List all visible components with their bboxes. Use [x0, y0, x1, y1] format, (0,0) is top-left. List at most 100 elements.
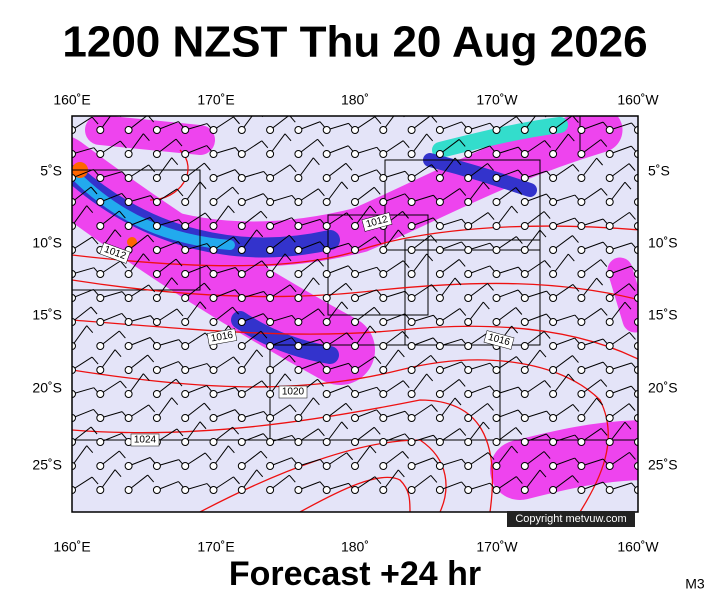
station	[322, 390, 331, 398]
barb-feather	[543, 211, 551, 219]
isobar-label-text: 1016	[210, 330, 234, 345]
barb-shaft	[411, 355, 432, 371]
barb-feather	[459, 428, 467, 436]
barb-shaft	[128, 116, 148, 131]
station	[322, 294, 331, 302]
station	[520, 366, 529, 374]
barb-feather	[175, 378, 183, 387]
barb-feather	[148, 164, 156, 173]
barb-feather	[317, 308, 325, 317]
station	[379, 270, 388, 278]
barb-shaft	[354, 306, 375, 323]
barb-feather	[511, 325, 519, 334]
station	[435, 126, 444, 134]
barb-shaft	[411, 116, 431, 131]
lon-label-top: 170˚W	[476, 92, 518, 108]
barb-shaft	[72, 186, 92, 203]
barb-shaft	[552, 133, 569, 155]
station	[577, 318, 586, 326]
map-frame	[71, 115, 639, 513]
station	[294, 438, 303, 446]
station	[605, 318, 614, 326]
station	[407, 294, 416, 302]
station	[435, 462, 444, 470]
barb-feather	[227, 205, 235, 214]
barb-feather	[402, 260, 410, 268]
station	[351, 174, 359, 182]
isobar-label-box	[99, 242, 131, 264]
barb-feather	[629, 212, 636, 220]
station	[577, 198, 586, 206]
station	[72, 486, 76, 494]
station	[152, 150, 161, 158]
barb-shaft	[467, 163, 488, 179]
barb-feather	[114, 349, 122, 358]
barb-feather	[426, 133, 434, 142]
station	[520, 150, 529, 158]
station	[96, 126, 105, 134]
map-area	[72, 116, 638, 512]
station	[96, 294, 105, 302]
barb-feather	[402, 331, 409, 339]
barb-feather	[118, 330, 126, 339]
station	[634, 438, 638, 446]
station	[605, 246, 614, 254]
station	[72, 198, 76, 206]
barb-feather	[91, 356, 99, 365]
barb-feather	[233, 116, 240, 125]
station	[124, 198, 133, 206]
barb-shaft	[637, 489, 638, 490]
station	[379, 318, 388, 326]
barb-shaft	[439, 379, 460, 395]
barb-shaft	[99, 450, 120, 467]
barb-feather	[515, 427, 523, 435]
station	[72, 270, 76, 278]
station	[492, 294, 501, 302]
station	[492, 270, 501, 278]
barb-feather	[402, 380, 410, 388]
station	[577, 222, 586, 230]
barb-shaft	[99, 349, 116, 371]
station	[351, 342, 359, 350]
station	[266, 246, 275, 254]
barb-feather	[511, 205, 519, 214]
lon-label-bottom: 170˚W	[476, 539, 518, 555]
barb-shaft	[184, 181, 201, 203]
barb-feather	[284, 133, 292, 142]
barb-feather	[317, 258, 324, 267]
barb-feather	[374, 116, 382, 125]
isobar-label: 1024	[130, 433, 160, 447]
barb-shaft	[609, 163, 630, 179]
station	[549, 222, 558, 230]
station	[407, 342, 416, 350]
station	[266, 342, 275, 350]
barb-shaft	[609, 451, 630, 467]
station	[351, 294, 359, 302]
barb-shaft	[581, 259, 602, 275]
station	[379, 438, 388, 446]
barb-feather	[373, 307, 381, 315]
station	[577, 462, 586, 470]
barb-feather	[256, 349, 264, 358]
barb-shaft	[609, 283, 630, 299]
station	[237, 198, 246, 206]
barb-shaft	[213, 426, 233, 443]
station	[577, 150, 586, 158]
barb-feather	[199, 301, 207, 310]
barb-feather	[600, 308, 608, 316]
station	[634, 486, 638, 494]
barb-shaft	[637, 153, 638, 154]
station	[209, 270, 218, 278]
barb-feather	[600, 379, 608, 387]
station	[379, 390, 388, 398]
station	[152, 318, 161, 326]
station	[181, 414, 190, 422]
barb-shaft	[382, 450, 403, 467]
barb-shaft	[467, 403, 488, 419]
station	[549, 246, 558, 254]
station	[124, 270, 133, 278]
station	[351, 462, 359, 470]
station	[464, 126, 473, 134]
station	[634, 462, 638, 470]
station	[152, 222, 161, 230]
